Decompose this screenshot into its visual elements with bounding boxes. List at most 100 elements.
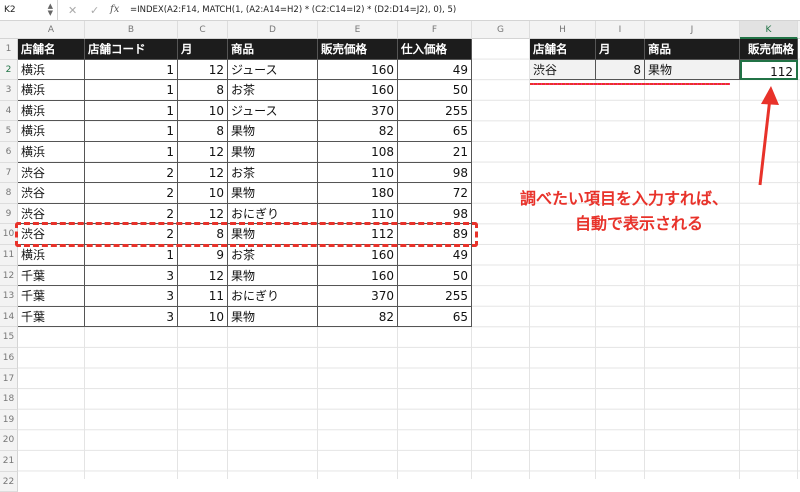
cell-B11[interactable]: 1 xyxy=(85,245,178,266)
fx-icon[interactable]: fx xyxy=(110,4,120,15)
cell-E6[interactable]: 108 xyxy=(318,142,398,163)
cell-F7[interactable]: 98 xyxy=(398,162,472,184)
cell-B6[interactable]: 1 xyxy=(85,142,178,163)
cell-F2[interactable]: 49 xyxy=(398,59,472,81)
cell-B13[interactable]: 3 xyxy=(85,286,178,307)
cell-D1[interactable]: 商品 xyxy=(228,39,318,60)
cell-A5[interactable]: 横浜 xyxy=(18,121,85,142)
cell-F13[interactable]: 255 xyxy=(398,286,472,307)
cell-C8[interactable]: 10 xyxy=(178,183,228,204)
row-header-12[interactable]: 12 xyxy=(0,265,18,287)
column-header-K[interactable]: K xyxy=(740,21,798,39)
cell-D11[interactable]: お茶 xyxy=(228,245,318,266)
row-header-22[interactable]: 22 xyxy=(0,471,18,492)
cell-D2[interactable]: ジュース xyxy=(228,59,318,81)
cell-A14[interactable]: 千葉 xyxy=(18,306,85,328)
cell-F4[interactable]: 255 xyxy=(398,100,472,122)
column-header-E[interactable]: E xyxy=(318,21,398,39)
cell-A1[interactable]: 店舗名 xyxy=(18,39,85,60)
cell-C1[interactable]: 月 xyxy=(178,39,228,60)
cell-F8[interactable]: 72 xyxy=(398,183,472,204)
cell-E14[interactable]: 82 xyxy=(318,306,398,328)
row-header-2[interactable]: 2 xyxy=(0,59,18,81)
column-header-C[interactable]: C xyxy=(178,21,228,39)
cell-A6[interactable]: 横浜 xyxy=(18,142,85,163)
cell-F1[interactable]: 仕入価格 xyxy=(398,39,472,60)
cell-B3[interactable]: 1 xyxy=(85,80,178,101)
name-box-stepper-icon[interactable]: ▲ ▼ xyxy=(47,2,53,17)
cell-C4[interactable]: 10 xyxy=(178,100,228,122)
cell-F11[interactable]: 49 xyxy=(398,245,472,266)
cell-J2[interactable]: 果物 xyxy=(645,59,740,81)
row-header-5[interactable]: 5 xyxy=(0,121,18,142)
cell-B4[interactable]: 1 xyxy=(85,100,178,122)
column-header-J[interactable]: J xyxy=(645,21,740,39)
cell-E3[interactable]: 160 xyxy=(318,80,398,101)
cell-C6[interactable]: 12 xyxy=(178,142,228,163)
column-header-A[interactable]: A xyxy=(18,21,85,39)
name-box[interactable]: K2 ▲ ▼ xyxy=(0,0,58,21)
cell-A3[interactable]: 横浜 xyxy=(18,80,85,101)
cell-D6[interactable]: 果物 xyxy=(228,142,318,163)
row-header-16[interactable]: 16 xyxy=(0,348,18,369)
confirm-icon[interactable]: ✓ xyxy=(90,4,100,17)
cell-E1[interactable]: 販売価格 xyxy=(318,39,398,60)
cell-D5[interactable]: 果物 xyxy=(228,121,318,142)
cell-E11[interactable]: 160 xyxy=(318,245,398,266)
cell-F3[interactable]: 50 xyxy=(398,80,472,101)
cell-D7[interactable]: お茶 xyxy=(228,162,318,184)
row-header-11[interactable]: 11 xyxy=(0,245,18,266)
cell-E8[interactable]: 180 xyxy=(318,183,398,204)
cell-F12[interactable]: 50 xyxy=(398,265,472,287)
cell-C13[interactable]: 11 xyxy=(178,286,228,307)
cancel-icon[interactable]: ✕ xyxy=(68,4,78,17)
cell-D4[interactable]: ジュース xyxy=(228,100,318,122)
cell-B12[interactable]: 3 xyxy=(85,265,178,287)
cell-I1[interactable]: 月 xyxy=(596,39,645,60)
row-header-1[interactable]: 1 xyxy=(0,39,18,60)
cell-B7[interactable]: 2 xyxy=(85,162,178,184)
cell-E2[interactable]: 160 xyxy=(318,59,398,81)
cell-D12[interactable]: 果物 xyxy=(228,265,318,287)
cell-I2[interactable]: 8 xyxy=(596,59,645,81)
row-header-8[interactable]: 8 xyxy=(0,183,18,204)
cell-C11[interactable]: 9 xyxy=(178,245,228,266)
cell-D3[interactable]: お茶 xyxy=(228,80,318,101)
row-header-21[interactable]: 21 xyxy=(0,451,18,472)
row-header-7[interactable]: 7 xyxy=(0,162,18,184)
cell-B2[interactable]: 1 xyxy=(85,59,178,81)
cell-D14[interactable]: 果物 xyxy=(228,306,318,328)
cell-A2[interactable]: 横浜 xyxy=(18,59,85,81)
column-header-H[interactable]: H xyxy=(530,21,596,39)
row-header-20[interactable]: 20 xyxy=(0,430,18,451)
cell-C3[interactable]: 8 xyxy=(178,80,228,101)
cell-E5[interactable]: 82 xyxy=(318,121,398,142)
column-header-F[interactable]: F xyxy=(398,21,472,39)
cell-D13[interactable]: おにぎり xyxy=(228,286,318,307)
row-header-18[interactable]: 18 xyxy=(0,389,18,410)
formula-input[interactable]: =INDEX(A2:F14, MATCH(1, (A2:A14=H2) * (C… xyxy=(130,5,457,15)
cell-E7[interactable]: 110 xyxy=(318,162,398,184)
cell-C2[interactable]: 12 xyxy=(178,59,228,81)
cell-F5[interactable]: 65 xyxy=(398,121,472,142)
row-header-17[interactable]: 17 xyxy=(0,368,18,390)
cell-F6[interactable]: 21 xyxy=(398,142,472,163)
row-header-19[interactable]: 19 xyxy=(0,409,18,431)
cell-B5[interactable]: 1 xyxy=(85,121,178,142)
cell-A11[interactable]: 横浜 xyxy=(18,245,85,266)
cell-A13[interactable]: 千葉 xyxy=(18,286,85,307)
row-header-15[interactable]: 15 xyxy=(0,327,18,348)
cell-K1[interactable]: 販売価格 xyxy=(740,39,798,60)
cell-A4[interactable]: 横浜 xyxy=(18,100,85,122)
cell-C7[interactable]: 12 xyxy=(178,162,228,184)
row-header-14[interactable]: 14 xyxy=(0,306,18,328)
row-header-9[interactable]: 9 xyxy=(0,203,18,225)
cell-D8[interactable]: 果物 xyxy=(228,183,318,204)
column-header-I[interactable]: I xyxy=(596,21,645,39)
cell-J1[interactable]: 商品 xyxy=(645,39,740,60)
sheet-grid[interactable] xyxy=(18,39,800,479)
column-header-B[interactable]: B xyxy=(85,21,178,39)
cell-B14[interactable]: 3 xyxy=(85,306,178,328)
cell-C14[interactable]: 10 xyxy=(178,306,228,328)
column-header-G[interactable]: G xyxy=(472,21,530,39)
